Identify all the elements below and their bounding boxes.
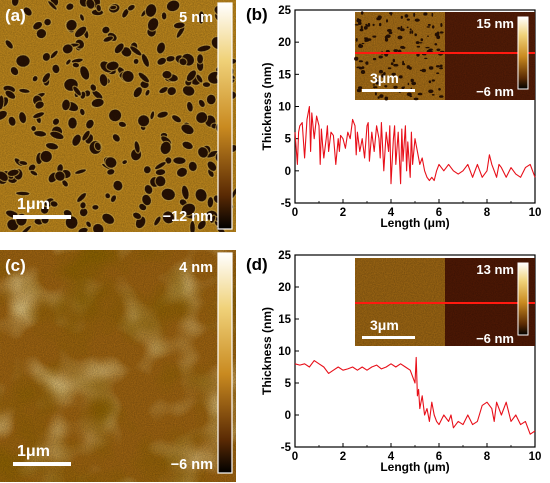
panel-a-image: [0, 0, 236, 232]
panel-a-label: (a): [5, 6, 26, 25]
panel-d-xtick-label: 0: [292, 451, 298, 463]
panel-c-scale-max: 4 nm: [179, 260, 213, 276]
panel-d-inset: 13 nm −6 nm 3μm: [355, 258, 535, 346]
panel-b-ytick-label: 0: [285, 166, 291, 178]
panel-d-xtick-label: 4: [388, 451, 395, 463]
panel-d-xtick-label: 8: [484, 451, 491, 463]
panel-b-inset-noise: [355, 12, 535, 100]
panel-b-ytick-label: 5: [285, 134, 292, 146]
panel-d-inset-min: −6 nm: [476, 331, 514, 346]
panel-a-scalebar-label: 1μm: [17, 196, 50, 213]
panel-b-label: (b): [246, 5, 268, 24]
panel-b-xtick-label: 6: [436, 207, 442, 219]
panel-d-xtick-label: 10: [529, 451, 542, 463]
panel-c-label: (c): [5, 256, 26, 275]
panel-d-ytick-label: 25: [278, 250, 291, 262]
panel-b-thickness-profile-line: [294, 105, 536, 185]
panel-d-ytick-label: 15: [278, 314, 291, 326]
panel-b-xtick-label: 4: [388, 207, 395, 219]
panel-c-scalebar: [13, 462, 71, 466]
panel-d-xtick-label: 2: [340, 451, 346, 463]
panel-d-ytick-label: 10: [278, 346, 291, 358]
panel-b-inset-scalebar: [362, 89, 415, 92]
panel-a-scale-max: 5 nm: [179, 10, 213, 26]
panel-b-inset-max: 15 nm: [476, 16, 514, 31]
panel-c-scalebar-label: 1μm: [17, 443, 50, 460]
panel-b-xlabel: Length (μm): [380, 216, 449, 230]
panel-d-ytick-label: -5: [281, 442, 292, 454]
panel-d-xlabel: Length (μm): [380, 460, 449, 474]
panel-b-ytick-label: -5: [281, 198, 292, 210]
panel-d-ytick-label: 0: [285, 410, 291, 422]
panel-b-inset-colorbar: [517, 16, 529, 90]
panel-d-inset-scalebar: [362, 336, 415, 339]
panel-a-scalebar: [13, 215, 71, 219]
panel-b-inset: 15 nm −6 nm 3μm: [354, 11, 535, 101]
panel-b-xtick-label: 2: [340, 207, 346, 219]
panel-b-inset-scalebar-label: 3μm: [370, 70, 399, 86]
panel-b-xtick-label: 0: [292, 207, 298, 219]
panel-d-thickness-profile-line: [294, 356, 536, 435]
panel-b-inset-min: −6 nm: [476, 84, 514, 99]
panel-b-ytick-label: 10: [278, 102, 291, 114]
panel-d-inset-scalebar-label: 3μm: [370, 317, 399, 333]
panel-c-noise: [0, 250, 236, 482]
panel-a-noise: [0, 0, 236, 232]
panel-d-label: (d): [246, 255, 268, 274]
panel-d-ytick-label: 5: [285, 378, 292, 390]
panel-b-ytick-label: 25: [278, 5, 291, 17]
panel-b-xtick-label: 8: [484, 207, 491, 219]
panel-d-xtick-label: 6: [436, 451, 442, 463]
panel-c-scale-min: −6 nm: [171, 457, 213, 473]
panel-c-image: [0, 250, 236, 482]
panel-b-xtick-label: 10: [529, 207, 542, 219]
panel-a-colorbar: [217, 2, 233, 230]
panel-b-ytick-label: 20: [278, 37, 291, 49]
panel-b-ytick-label: 15: [278, 69, 291, 81]
panel-b-ylabel: Thickness (nm): [260, 62, 274, 150]
panel-d-inset-max: 13 nm: [476, 262, 514, 277]
panel-d-ylabel: Thickness (nm): [260, 307, 274, 395]
panel-d-ytick-label: 20: [278, 282, 291, 294]
panel-d-inset-colorbar: [517, 262, 529, 336]
panel-c-colorbar: [217, 252, 233, 474]
panel-a-scale-min: −12 nm: [163, 209, 213, 225]
